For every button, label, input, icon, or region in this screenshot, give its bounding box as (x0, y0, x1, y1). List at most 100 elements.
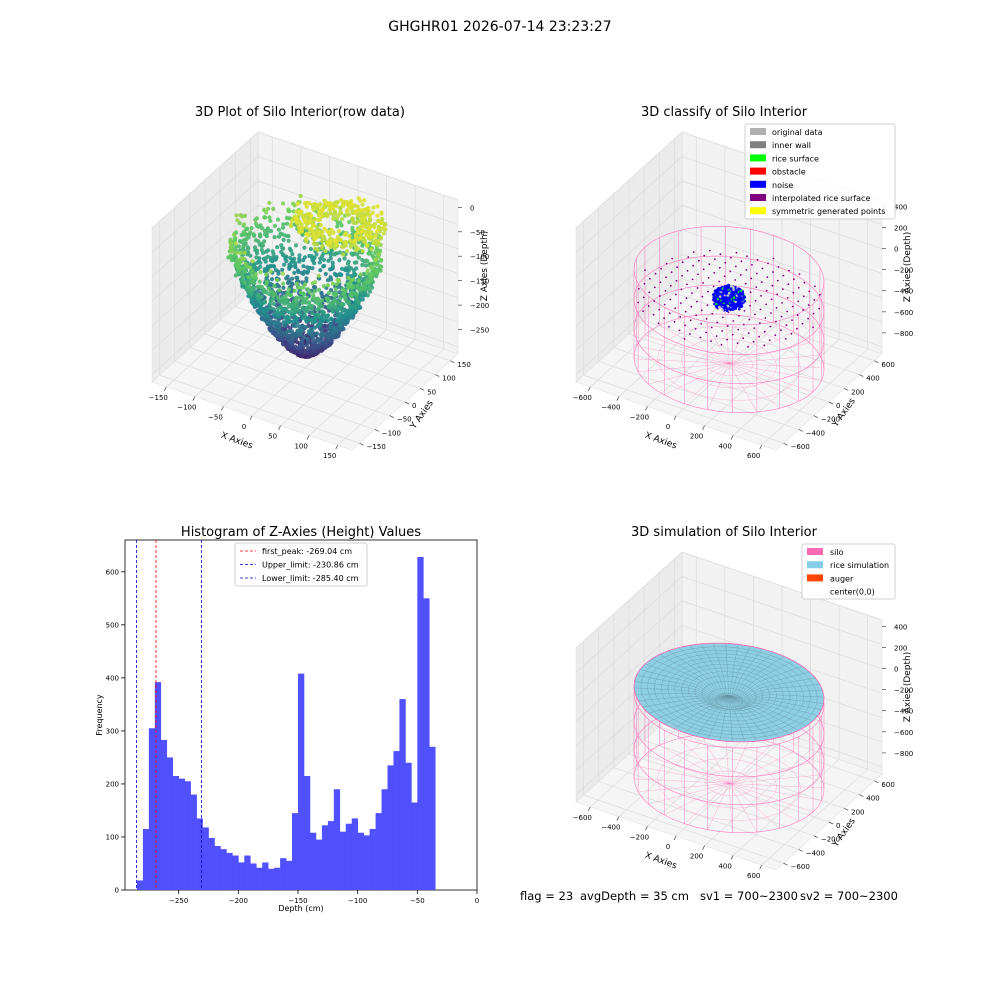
raw-point (301, 299, 306, 304)
raw-point (369, 272, 374, 277)
raw-point (332, 209, 337, 214)
raw-point (358, 272, 363, 277)
classify-interp-point (647, 305, 650, 307)
classify-interp-point (724, 261, 727, 264)
raw-point (367, 213, 372, 218)
classify-ytick-mark (843, 387, 849, 391)
raw-point (353, 234, 359, 239)
raw-point (324, 296, 329, 301)
raw-point (268, 305, 273, 310)
hist-xtick-label: −50 (410, 897, 425, 905)
classify-grid-line (628, 333, 830, 403)
raw-point (365, 243, 370, 248)
classify-interp-point (679, 315, 682, 318)
raw-point (365, 280, 370, 285)
raw-point (319, 290, 324, 295)
classify-ztick-label: 0 (894, 246, 898, 254)
raw-point (251, 232, 256, 237)
classify-legend-label: inner wall (772, 141, 811, 150)
sim-surface-patch (654, 683, 662, 690)
raw-ytick-mark (389, 415, 395, 419)
classify-interp-point (692, 251, 695, 254)
classify-interp-point (776, 279, 779, 282)
raw-point (283, 233, 289, 238)
classify-point (741, 293, 744, 296)
raw-point (357, 236, 363, 241)
raw-point (368, 234, 373, 239)
raw-point (307, 201, 312, 206)
raw-point (253, 271, 258, 277)
raw-point (296, 285, 301, 290)
classify-interp-point (702, 282, 704, 284)
raw-xtick-label: 0 (242, 423, 246, 431)
raw-point (304, 204, 309, 209)
raw-point (331, 216, 336, 221)
raw-point (305, 212, 310, 217)
sim-grid-line (628, 753, 830, 823)
sim-legend-label: auger (830, 574, 854, 583)
sim-surface-patch (715, 650, 727, 655)
classify-interp-point (735, 251, 738, 254)
classify-interp-point (691, 278, 694, 281)
hist-bar (333, 789, 341, 890)
raw-point (334, 204, 339, 209)
raw-point (365, 268, 370, 273)
classify-point (715, 304, 718, 308)
classify-interp-point (643, 282, 646, 285)
classify-interp-point (721, 316, 724, 319)
raw-point (293, 243, 299, 248)
raw-point (332, 246, 337, 251)
raw-ytick-label: −100 (382, 429, 401, 437)
classify-interp-point (663, 303, 666, 306)
sim-surface-patch (718, 660, 728, 665)
raw-point (259, 247, 264, 252)
classify-interp-point (740, 260, 743, 263)
raw-point (367, 226, 372, 231)
raw-point (317, 209, 322, 214)
classify-interp-point (776, 293, 779, 296)
raw-point (267, 215, 272, 220)
raw-point (371, 240, 376, 245)
panel-histogram: Histogram of Z-Axies (Height) Values −25… (95, 525, 479, 913)
raw-point (355, 213, 360, 218)
sim-grid-line (575, 600, 683, 698)
classify-point (722, 303, 726, 307)
raw-point (338, 220, 343, 225)
raw-point (342, 256, 347, 261)
classify-interp-point (686, 269, 689, 272)
raw-point (280, 252, 285, 257)
classify-point (738, 299, 742, 303)
classify-interp-point (813, 299, 816, 301)
raw-point (330, 260, 335, 265)
raw-point (294, 219, 299, 224)
raw-point (316, 323, 321, 328)
raw-point (282, 262, 287, 267)
raw-point (305, 309, 310, 314)
classify-interp-point (654, 286, 656, 289)
raw-point (258, 260, 263, 265)
classify-interp-point (787, 283, 790, 286)
classify-point (731, 302, 734, 305)
classify-grid-line (659, 306, 860, 375)
raw-point (322, 325, 327, 330)
classify-interp-point (670, 271, 673, 274)
raw-point (345, 209, 350, 214)
classify-interp-point (705, 318, 708, 320)
raw-ztick-label: −200 (470, 302, 489, 310)
classify-interp-point (734, 265, 737, 268)
hist-bar (327, 821, 335, 890)
sim-surface-patch (716, 653, 727, 658)
raw-point (323, 271, 328, 277)
classify-interp-point (715, 335, 718, 337)
classify-interp-point (785, 324, 788, 327)
classify-interp-point (675, 279, 678, 282)
sim-surface-patch (640, 688, 649, 695)
raw-point (314, 331, 319, 336)
classify-point (729, 308, 732, 312)
raw-point (242, 269, 248, 274)
raw-point (322, 226, 327, 231)
raw-point (314, 252, 319, 257)
sim-xtick-label: 0 (666, 843, 670, 851)
raw-point (228, 241, 233, 246)
hist-ytick-label: 200 (106, 780, 119, 788)
